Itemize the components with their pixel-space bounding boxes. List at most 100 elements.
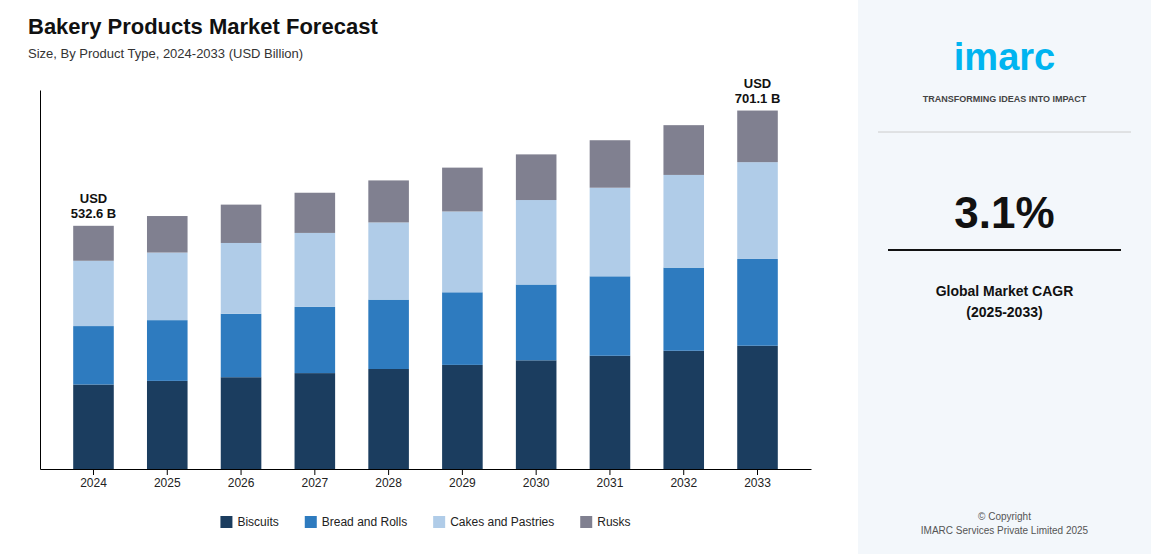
x-tick-label: 2032 (670, 476, 697, 490)
bar-segment (442, 211, 483, 292)
x-tick-mark (93, 469, 94, 475)
legend-label: Bread and Rolls (322, 515, 407, 529)
x-tick: 2032 (670, 469, 697, 490)
x-tick-label: 2033 (744, 476, 771, 490)
cagr-underline (888, 249, 1121, 251)
x-tick-label: 2028 (375, 476, 402, 490)
bar-segment (663, 125, 704, 175)
y-axis-line (40, 91, 41, 470)
bar-segment (147, 320, 188, 381)
text-line: © Copyright (978, 511, 1031, 522)
x-tick-mark (536, 469, 537, 475)
x-tick-mark (757, 469, 758, 475)
bar-segment (221, 205, 262, 243)
legend: Biscuits Bread and Rolls Cakes and Pastrie… (220, 515, 630, 529)
x-axis-line (41, 469, 812, 470)
bar-segment (221, 314, 262, 377)
subtitle: Size, By Product Type, 2024-2033 (USD Bi… (28, 46, 303, 61)
legend-label: Cakes and Pastries (450, 515, 554, 529)
x-tick: 2024 (80, 469, 107, 490)
bar-segment (73, 261, 114, 326)
bar-segment (663, 268, 704, 351)
legend-item: Bread and Rolls (305, 515, 407, 529)
x-tick: 2027 (301, 469, 328, 490)
bar-segment (368, 300, 409, 369)
legend-swatch (433, 516, 445, 528)
x-tick-mark (241, 469, 242, 475)
legend-item: Rusks (580, 515, 630, 529)
bar-segment (73, 385, 114, 469)
side-panel: imarc TRANSFORMING IDEAS INTO IMPACT 3.1% G… (858, 0, 1151, 554)
bar-segment (368, 369, 409, 469)
bar-segment (516, 200, 557, 284)
bar-segment (590, 276, 631, 355)
bar-segment (295, 233, 336, 307)
bar-segment (663, 175, 704, 268)
x-tick: 2029 (449, 469, 476, 490)
bar-segment (147, 381, 188, 469)
bar-segment (221, 377, 262, 469)
series (73, 111, 778, 261)
tagline: TRANSFORMING IDEAS INTO IMPACT (923, 94, 1087, 104)
text-line: IMARC Services Private Limited 2025 (921, 525, 1089, 536)
bar-segment (368, 222, 409, 299)
bar-segment (295, 373, 336, 469)
cagr-label: Global Market CAGR (2025-2033) (936, 283, 1074, 320)
bar-segment (147, 216, 188, 253)
legend-swatch (305, 516, 317, 528)
x-tick-label: 2024 (80, 476, 107, 490)
x-tick-label: 2030 (523, 476, 550, 490)
x-tick-label: 2026 (228, 476, 255, 490)
bar-segment (590, 188, 631, 277)
bar-annotation: USD701.1 B (735, 76, 781, 106)
bar-segment (221, 243, 262, 314)
legend-label: Biscuits (237, 515, 278, 529)
legend-swatch (220, 516, 232, 528)
x-tick-label: 2029 (449, 476, 476, 490)
bars (73, 111, 778, 469)
bar-segment (516, 154, 557, 200)
text-line: (2025-2033) (966, 304, 1042, 320)
x-tick: 2025 (154, 469, 181, 490)
x-tick-label: 2025 (154, 476, 181, 490)
legend-swatch (580, 516, 592, 528)
copyright: © Copyright IMARC Services Private Limite… (921, 511, 1089, 536)
divider (878, 132, 1131, 133)
text-line: Global Market CAGR (936, 283, 1074, 299)
x-tick-mark (683, 469, 684, 475)
cagr-value: 3.1% (954, 188, 1054, 237)
bar-segment (73, 326, 114, 384)
panel-background (858, 0, 1151, 554)
bar-segment (737, 346, 778, 469)
bar-segment (442, 168, 483, 212)
bar-segment (295, 307, 336, 373)
bar-segment (368, 180, 409, 222)
bar-segment (663, 351, 704, 469)
x-tick: 2030 (523, 469, 550, 490)
bar-annotation: USD532.6 B (71, 191, 117, 221)
bar-segment (147, 253, 188, 321)
bar-segment (516, 285, 557, 361)
bar-segment (516, 360, 557, 469)
x-tick: 2033 (744, 469, 771, 490)
bar-segment (737, 259, 778, 346)
x-axis: 2024 2025 2026 2027 2028 2029 2030 2031 2032 2033 (41, 469, 812, 490)
bar-segment (73, 226, 114, 261)
bar-segment (590, 356, 631, 469)
chart: Bakery Products Market Forecast Size, By … (0, 0, 1151, 554)
text-line: USD (80, 191, 107, 206)
x-tick-mark (388, 469, 389, 475)
bar-segment (737, 111, 778, 163)
bar-segment (590, 140, 631, 187)
bar-segment (442, 365, 483, 469)
legend-item: Biscuits (220, 515, 278, 529)
x-tick: 2026 (228, 469, 255, 490)
brand: imarc (954, 36, 1055, 78)
legend-item: Cakes and Pastries (433, 515, 554, 529)
plot: 2024 2025 2026 2027 2028 2029 2030 2031 2032 2033… (41, 76, 812, 490)
x-tick: 2031 (597, 469, 624, 490)
title: Bakery Products Market Forecast (28, 14, 378, 39)
x-tick: 2028 (375, 469, 402, 490)
text-line: USD (744, 76, 771, 91)
x-tick-mark (609, 469, 610, 475)
